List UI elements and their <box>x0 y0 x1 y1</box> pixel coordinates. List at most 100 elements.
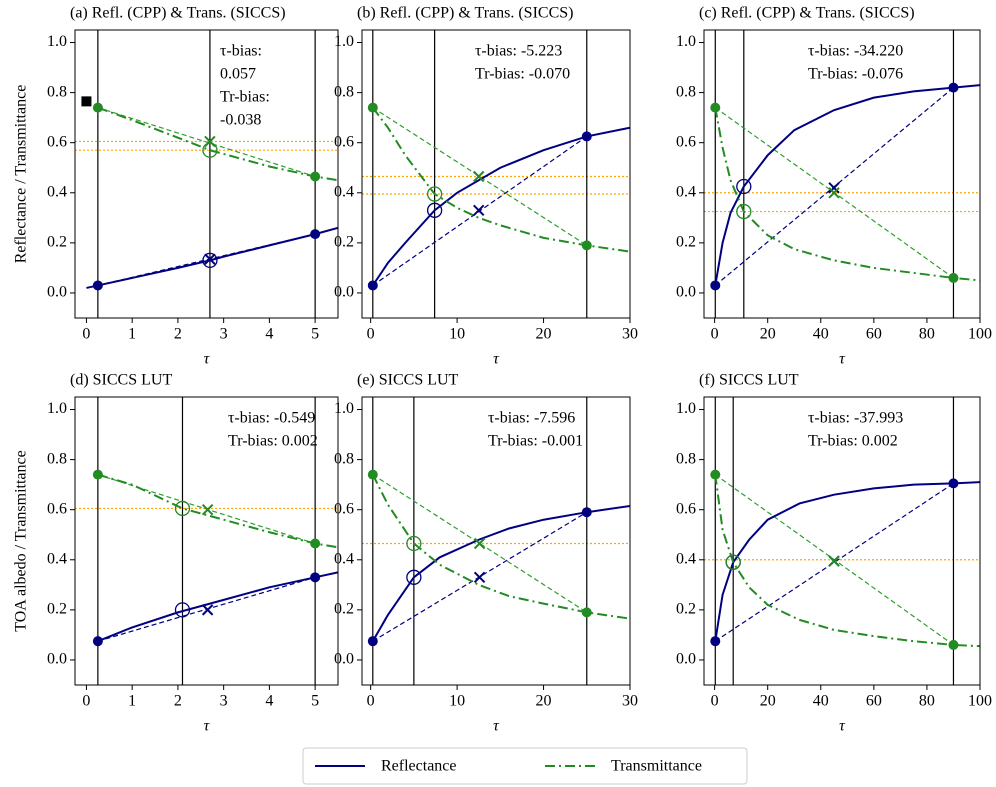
y-tick-label: 0.0 <box>47 284 67 301</box>
y-tick-label: 0.6 <box>47 500 67 517</box>
series-line <box>714 474 980 648</box>
plot-area <box>362 30 630 318</box>
x-tick-label: 20 <box>536 693 552 710</box>
point <box>581 131 592 142</box>
x-tick-label: 0 <box>367 693 375 710</box>
annotation: τ-bias: -0.549 <box>228 410 315 427</box>
point <box>367 469 378 480</box>
point <box>581 507 592 518</box>
series-line <box>97 473 338 549</box>
y-tick-label: 0.2 <box>47 601 67 618</box>
y-tick-label: 0.6 <box>676 133 696 150</box>
panel-title: (b) Refl. (CPP) & Trans. (SICCS) <box>357 5 573 22</box>
x-tick-label: 100 <box>968 693 992 710</box>
y-tick-label: 0.2 <box>676 601 696 618</box>
y-tick-label: 0.6 <box>334 133 354 150</box>
point <box>92 636 103 647</box>
x-tick-label: 30 <box>622 693 638 710</box>
annotation: Tr-bias: -0.001 <box>488 433 583 450</box>
y-tick-label: 0.0 <box>676 651 696 668</box>
series-line <box>714 107 980 282</box>
x-tick-label: 1 <box>128 326 136 343</box>
x-tick-label: 0 <box>711 693 719 710</box>
series-line <box>371 504 630 642</box>
annotation: Tr-bias: 0.002 <box>228 433 318 450</box>
x-tick-label: 0 <box>711 326 719 343</box>
point <box>92 469 103 480</box>
axes-frame <box>74 396 339 686</box>
point <box>92 102 103 113</box>
y-tick-label: 0.4 <box>47 183 67 200</box>
y-tick-label: 0.8 <box>676 83 696 100</box>
x-tick-label: 20 <box>760 326 776 343</box>
panel: (c) Refl. (CPP) & Trans. (SICCS) 0.0 0.2 0.… <box>676 5 992 368</box>
cross-point <box>204 253 216 265</box>
y-tick-label: 0.2 <box>334 601 354 618</box>
annotation: Tr-bias: -0.076 <box>808 66 903 83</box>
series-line <box>714 481 980 642</box>
axes-frame <box>703 29 981 319</box>
open-point <box>202 142 218 158</box>
y-tick-label: 0.4 <box>47 550 67 567</box>
point <box>581 607 592 618</box>
point <box>710 636 721 647</box>
cross-point <box>473 537 486 550</box>
annotation: τ-bias: <box>220 43 262 60</box>
annotation: τ-bias: -34.220 <box>808 43 903 60</box>
x-tick-label: 2 <box>174 693 182 710</box>
y-tick-label: 0.0 <box>676 284 696 301</box>
x-tick-label: 20 <box>536 326 552 343</box>
x-axis-label: τ <box>839 718 846 735</box>
x-tick-label: 3 <box>220 693 228 710</box>
x-tick-label: 0 <box>82 693 90 710</box>
legend-label: Transmittance <box>611 758 702 775</box>
x-tick-label: 60 <box>866 693 882 710</box>
point <box>948 478 959 489</box>
y-tick-label: 0.0 <box>334 284 354 301</box>
y-tick-label: 0.8 <box>47 83 67 100</box>
cross-point <box>828 182 840 194</box>
x-tick-label: 4 <box>265 693 273 710</box>
point <box>581 240 592 251</box>
y-tick-label: 0.2 <box>47 234 67 251</box>
linear-interpolation <box>372 474 588 613</box>
open-point <box>174 500 191 517</box>
point <box>948 82 959 93</box>
series-line <box>97 106 338 182</box>
series-line <box>372 107 630 253</box>
y-axis-label: Reflectance / Transmittance <box>13 85 30 264</box>
annotation: τ-bias: -7.596 <box>488 410 575 427</box>
cross-point <box>201 503 214 516</box>
y-tick-label: 0.8 <box>334 83 354 100</box>
point <box>310 171 321 182</box>
axes-frame <box>361 396 631 686</box>
y-tick-label: 0.6 <box>334 500 354 517</box>
cross-point <box>204 135 216 148</box>
x-axis-label: τ <box>204 718 211 735</box>
open-point <box>736 203 752 220</box>
panel-title: (e) SICCS LUT <box>357 372 459 389</box>
series-line <box>371 474 630 620</box>
x-axis-label: τ <box>204 351 211 368</box>
point <box>948 272 959 283</box>
cross-point <box>473 170 485 183</box>
y-tick-label: 0.8 <box>676 450 696 467</box>
panel-title: (c) Refl. (CPP) & Trans. (SICCS) <box>699 5 915 22</box>
y-tick-label: 1.0 <box>334 400 354 417</box>
x-tick-label: 60 <box>866 326 882 343</box>
axes-frame <box>703 396 981 686</box>
point <box>367 280 378 291</box>
plot-area <box>75 30 338 318</box>
panel: (d) SICCS LUT 0.0 0.2 0.4 0.6 0.8 1.0 0 1 2 3 4 5 τ TO… <box>13 372 339 735</box>
point <box>310 229 321 240</box>
y-tick-label: 0.6 <box>676 500 696 517</box>
series-line <box>97 571 338 643</box>
point <box>310 538 321 549</box>
x-tick-label: 3 <box>220 326 228 343</box>
panel: (e) SICCS LUT 0.0 0.2 0.4 0.6 0.8 1.0 0 10 20 30 τ τ… <box>334 372 638 735</box>
cross-point <box>828 187 840 199</box>
panel-title: (f) SICCS LUT <box>699 372 799 389</box>
x-tick-label: 5 <box>311 326 319 343</box>
y-tick-label: 0.8 <box>47 450 67 467</box>
